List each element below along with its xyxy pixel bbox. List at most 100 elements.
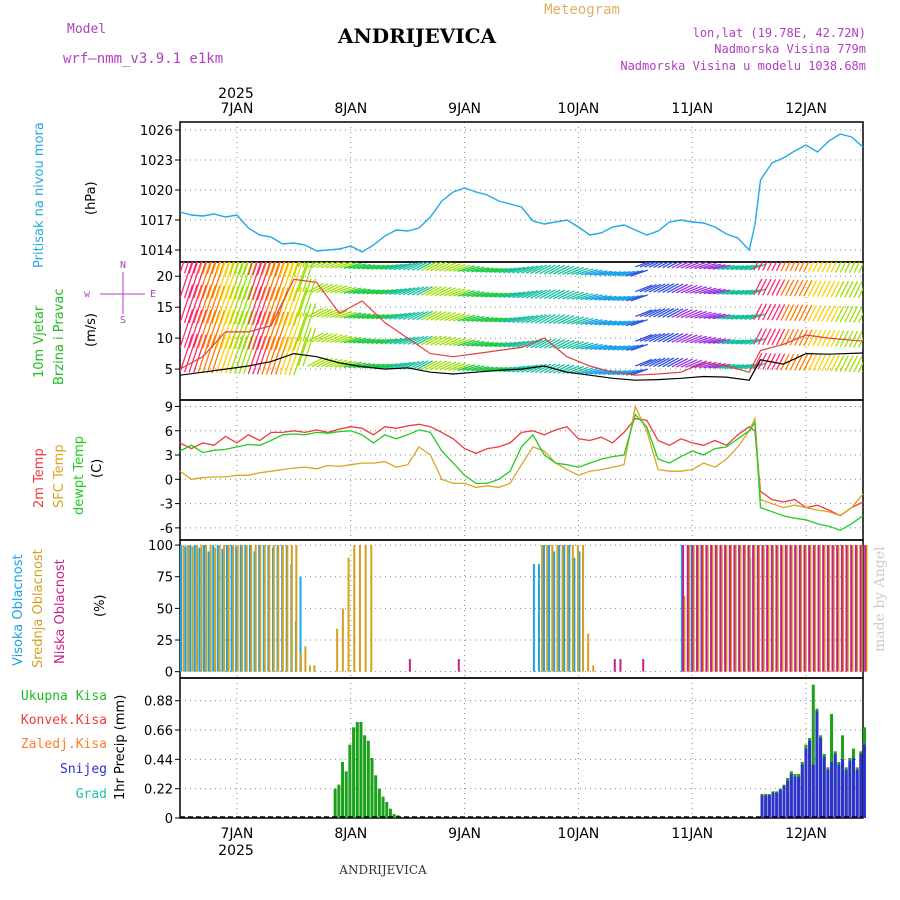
wind-barb — [448, 263, 466, 272]
wind-barb — [265, 286, 280, 326]
bar-1 — [789, 774, 793, 818]
wind-barb — [343, 312, 362, 319]
wind-barb — [753, 328, 763, 345]
wind-barb — [671, 283, 689, 294]
wind-barb — [835, 305, 845, 323]
wind-barb — [448, 288, 466, 297]
wind-barb — [721, 364, 740, 369]
bar-1 — [818, 545, 821, 672]
wind-barb — [825, 354, 836, 372]
wind-barb — [234, 285, 248, 325]
wind-barb — [857, 361, 863, 373]
wind-barb — [589, 319, 608, 326]
bar-2 — [859, 545, 862, 672]
wind-barb — [689, 286, 708, 294]
wind-barb — [484, 267, 503, 273]
wind-barb — [721, 314, 740, 320]
wind-barb — [206, 262, 212, 275]
bar-1 — [688, 545, 691, 672]
bar-0 — [262, 545, 265, 672]
wind-barb — [471, 341, 490, 347]
wind-barb — [657, 357, 675, 368]
bar-2 — [733, 545, 736, 672]
wind-barb — [766, 328, 777, 346]
wind-barb — [521, 265, 539, 274]
bar-2 — [724, 545, 727, 672]
wind-barb — [598, 345, 617, 351]
panel-frame — [179, 121, 864, 263]
wind-barb — [183, 262, 189, 274]
dewpt-label: dewpt Temp — [72, 436, 87, 515]
wind-barb — [220, 335, 235, 374]
wind-barb — [639, 308, 657, 318]
wind-barb — [666, 283, 684, 294]
wind-barb — [657, 283, 675, 293]
wind-barb — [539, 264, 556, 275]
bar-2 — [710, 545, 713, 672]
pressure-line — [179, 133, 864, 253]
wind-label-2: Brzina i Pravac — [52, 288, 67, 385]
wind-barb — [320, 284, 338, 294]
wind-barb — [726, 265, 745, 271]
bar-0 — [253, 551, 256, 672]
bar-1 — [308, 665, 311, 672]
bar-2 — [742, 545, 745, 672]
wind-barb — [807, 262, 815, 272]
wind-barb — [197, 334, 212, 373]
wind-barb — [452, 264, 471, 272]
bar-0 — [198, 547, 201, 672]
wind-barb — [708, 264, 726, 270]
wind-barb — [848, 305, 859, 323]
bar-0 — [341, 762, 345, 818]
wind-barb — [389, 288, 407, 295]
wind-barb — [416, 285, 433, 296]
wind-barb — [443, 312, 461, 322]
bar-0 — [333, 788, 337, 818]
wind-barb — [234, 310, 248, 350]
wind-barb — [580, 269, 599, 276]
wind-barb — [644, 262, 657, 268]
wind-barb — [261, 262, 276, 301]
wind-barbs — [180, 262, 863, 376]
wind-barb — [330, 262, 347, 269]
bar-2 — [784, 545, 787, 672]
wind-barb — [466, 340, 485, 347]
bar-1 — [232, 545, 235, 672]
wind-barb — [498, 292, 517, 298]
bar-1 — [725, 545, 728, 672]
wind-barb — [748, 263, 767, 271]
wind-barb — [180, 333, 194, 373]
y-tick-label: 0 — [165, 666, 173, 681]
wind-barb — [762, 303, 772, 321]
bar-0 — [189, 545, 192, 672]
wind-barb — [348, 337, 367, 344]
wind-barb — [443, 362, 461, 371]
wind-barb — [685, 310, 703, 319]
wind-barb — [330, 359, 348, 368]
bar-0 — [548, 545, 551, 672]
bottom-year: 2025 — [218, 843, 254, 859]
wind-barb — [539, 289, 556, 299]
wind-barb — [484, 317, 503, 323]
bar-1 — [764, 795, 768, 818]
x-tick-label-bottom: 9JAN — [448, 826, 481, 842]
wind-barb — [775, 303, 786, 321]
wind-barb — [516, 265, 534, 274]
wind-barb — [539, 363, 556, 374]
wind-barb — [621, 344, 640, 351]
wind-barb — [265, 311, 280, 350]
wind-barb — [703, 313, 722, 319]
wind-barb — [320, 308, 338, 318]
wind-barb — [320, 358, 338, 368]
wind-barb — [803, 304, 813, 322]
bar-1 — [781, 545, 784, 672]
wind-barb — [448, 362, 466, 371]
bar-1 — [214, 547, 217, 672]
wind-barb — [402, 286, 420, 296]
compass-east: E — [150, 289, 156, 300]
wind-barb — [380, 313, 398, 320]
wind-barb — [302, 303, 317, 342]
wind-barb — [648, 308, 666, 318]
